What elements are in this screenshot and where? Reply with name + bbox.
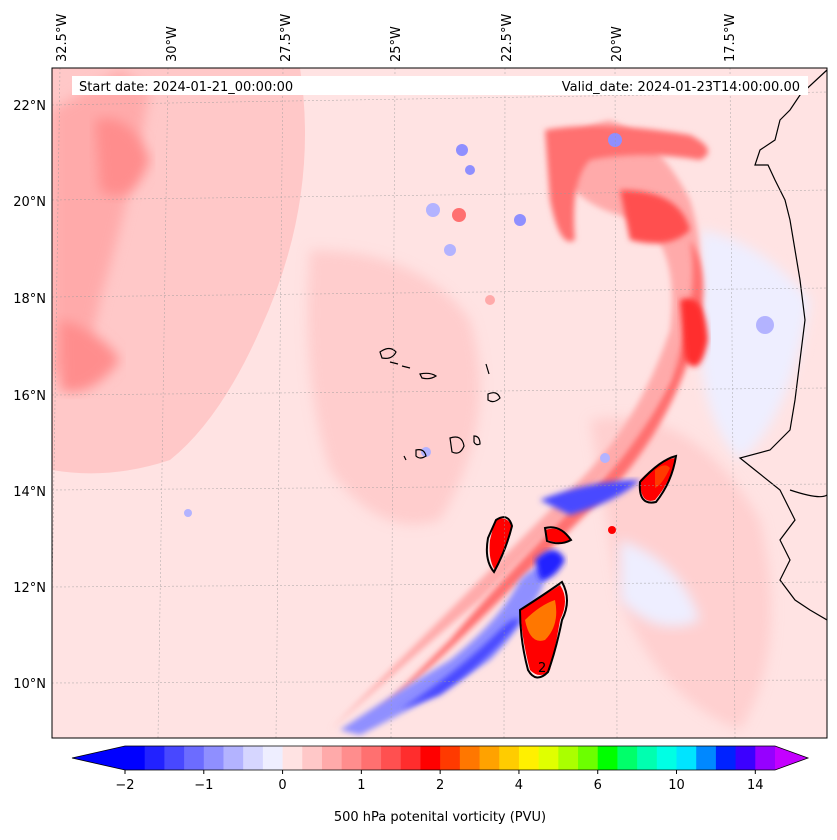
colorbar: −2 −1 0 1 2 4 6 10 14 [71,745,810,793]
colorbar-tick-label: 14 [747,778,764,793]
map-plot-area: 2 [52,68,827,738]
colorbar-swatch [538,746,559,770]
colorbar-swatch [499,746,520,770]
valid-date-label: Valid_date: 2024-01-23T14:00:00.00 [562,80,800,95]
colorbar-swatch [617,746,638,770]
contour-label: 2 [538,661,546,676]
lat-label: 12°N [13,581,46,596]
lat-label: 10°N [13,677,46,692]
colorbar-swatch [223,746,244,770]
colorbar-swatch [361,746,382,770]
plot-frame [51,67,828,739]
colorbar-tick-label: 2 [436,778,444,793]
colorbar-swatch [578,746,599,770]
lat-label: 18°N [13,292,46,307]
colorbar-tick-label: 1 [357,778,365,793]
colorbar-tick-label: −2 [115,778,134,793]
start-date-label: Start date: 2024-01-21_00:00:00 [79,80,293,95]
colorbar-swatch [459,746,481,770]
colorbar-swatch [381,746,402,770]
colorbar-swatch [243,746,264,770]
colorbar-swatch [479,746,500,770]
colorbar-swatch [302,746,323,770]
lon-label: 25°W [389,26,404,62]
colorbar-tick-label: 0 [278,778,286,793]
lat-label: 14°N [13,485,46,500]
lon-label: 32.5°W [55,14,70,62]
colorbar-swatch [735,746,756,770]
date-banner: Start date: 2024-01-21_00:00:00 Valid_da… [72,76,808,95]
colorbar-title: 500 hPa potenital vorticity (PVU) [334,810,546,825]
colorbar-swatch [341,746,362,770]
colorbar-swatch [558,746,579,770]
colorbar-swatch [262,746,284,770]
colorbar-tick-label: −1 [194,778,213,793]
lon-label: 22.5°W [500,14,515,62]
colorbar-swatch [400,746,422,770]
colorbar-swatch [184,746,205,770]
colorbar-swatch [282,746,303,770]
longitude-labels: 32.5°W 30°W 27.5°W 25°W 22.5°W 20°W 17.5… [55,14,738,62]
colorbar-swatch [203,746,225,770]
colorbar-swatch [656,746,678,770]
colorbar-tick-label: 6 [594,778,602,793]
latitude-labels: 22°N 20°N 18°N 16°N 14°N 12°N 10°N [13,99,46,692]
colorbar-tick-label: 10 [668,778,685,793]
lat-label: 16°N [13,389,46,404]
colorbar-swatch [125,746,146,770]
colorbar-swatch [755,746,776,770]
colorbar-swatch [637,746,658,770]
colorbar-swatch [420,746,441,770]
colorbar-swatch [321,746,343,770]
lon-label: 30°W [165,26,180,62]
colorbar-swatch [676,746,697,770]
lat-label: 22°N [13,99,46,114]
colorbar-swatch [518,746,540,770]
colorbar-under-arrow [72,746,125,770]
colorbar-swatch [144,746,165,770]
colorbar-swatch [440,746,461,770]
colorbar-swatch [715,746,737,770]
colorbar-over-arrow [775,746,808,770]
colorbar-swatch [164,746,185,770]
lon-label: 27.5°W [279,14,294,62]
colorbar-swatch [597,746,619,770]
lon-label: 20°W [610,26,625,62]
lat-label: 20°N [13,195,46,210]
colorbar-tick-label: 4 [515,778,523,793]
lon-label: 17.5°W [723,14,738,62]
colorbar-swatch [696,746,717,770]
